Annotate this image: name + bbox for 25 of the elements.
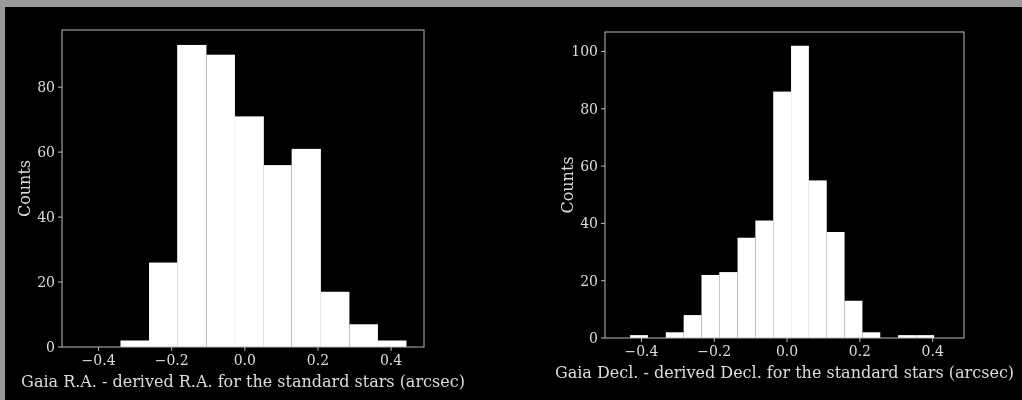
x-tick-label: 0.2 — [848, 343, 871, 359]
y-tick-label: 80 — [580, 100, 598, 117]
y-tick-label: 100 — [571, 43, 598, 60]
y-tick-label: 40 — [37, 208, 55, 225]
x-tick-label: 0.0 — [775, 343, 799, 359]
x-tick-label: −0.2 — [154, 352, 189, 368]
x-tick-label: −0.2 — [697, 343, 732, 359]
x-tick-label: −0.4 — [81, 352, 116, 368]
x-tick-label: 0.0 — [233, 352, 256, 368]
y-tick-label: 80 — [37, 79, 55, 96]
y-tick-label: 0 — [589, 329, 598, 346]
y-axis-title: Counts — [15, 159, 34, 218]
y-tick-label: 0 — [46, 338, 55, 355]
x-tick-label: 0.4 — [921, 343, 944, 359]
x-tick-label: 0.4 — [379, 352, 403, 368]
y-tick-label: 60 — [37, 144, 55, 161]
y-tick-label: 20 — [580, 272, 598, 289]
x-tick-label: 0.2 — [306, 352, 330, 368]
x-axis-title: Gaia Decl. - derived Decl. for the standard stars (arcsec) — [554, 363, 1015, 382]
x-axis-title: Gaia R.A. - derived R.A. for the standard stars (arcsec) — [21, 372, 465, 391]
y-tick-label: 60 — [580, 157, 598, 174]
y-axis-title: Counts — [558, 156, 577, 214]
y-tick-label: 40 — [580, 215, 598, 232]
x-tick-label: −0.4 — [624, 343, 659, 359]
y-tick-label: 20 — [37, 273, 55, 290]
